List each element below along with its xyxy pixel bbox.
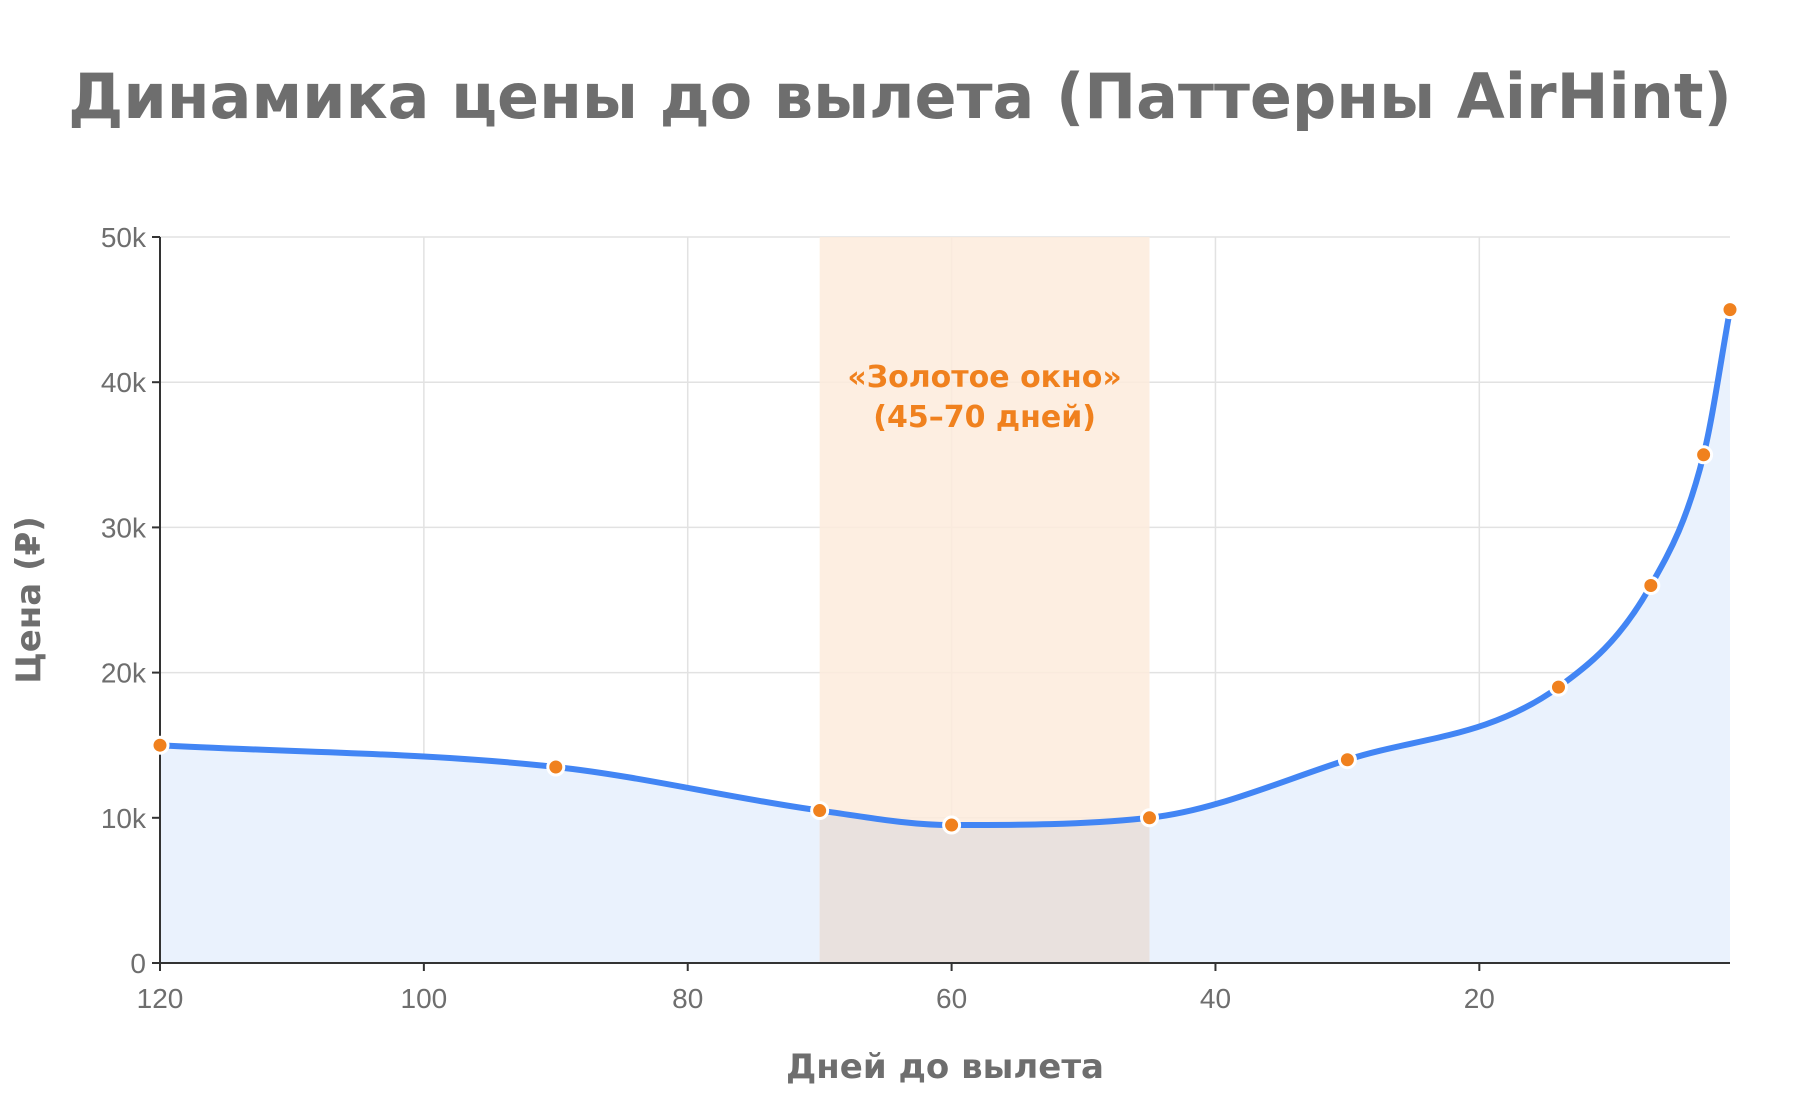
x-tick-label: 40 (1200, 983, 1231, 1014)
data-point (1548, 677, 1568, 697)
y-axis-title: Цена (₽) (9, 516, 49, 684)
series-line (157, 306, 1733, 829)
series-area (160, 309, 1730, 964)
x-tick-label: 60 (936, 983, 967, 1014)
data-point (942, 815, 962, 835)
highlight-label-line2: (45–70 дней) (873, 400, 1096, 435)
data-point (1139, 808, 1159, 828)
x-tick-label: 120 (137, 983, 184, 1014)
data-point (546, 757, 566, 777)
data-point (150, 735, 170, 755)
y-tick-label: 0 (130, 948, 146, 979)
highlight-label-line1: «Золотое окно» (847, 360, 1121, 395)
y-tick-label: 10k (101, 803, 147, 834)
chart-title: Динамика цены до вылета (Паттерны AirHin… (68, 60, 1732, 133)
x-tick-label: 100 (401, 983, 448, 1014)
data-point (810, 801, 830, 821)
data-point (1337, 750, 1357, 770)
x-tick-label: 80 (672, 983, 703, 1014)
x-axis-title: Дней до вылета (786, 1047, 1104, 1087)
data-point (1641, 575, 1661, 595)
y-tick-label: 30k (101, 512, 147, 543)
area-layer (160, 309, 1730, 964)
y-tick-label: 50k (101, 222, 147, 253)
y-tick-label: 20k (101, 658, 147, 689)
highlight-layer (819, 237, 1150, 963)
line-layer (157, 306, 1733, 829)
x-tick-label: 20 (1464, 983, 1495, 1014)
golden-window-overlap (819, 810, 1150, 963)
data-point (1720, 300, 1740, 320)
markers (150, 300, 1740, 835)
axes (152, 236, 1730, 971)
tick-labels: 0 10k 20k 30k 40k 50k 120 100 80 60 40 20 (101, 222, 1495, 1014)
y-tick-label: 40k (101, 367, 147, 398)
data-point (1694, 445, 1714, 465)
